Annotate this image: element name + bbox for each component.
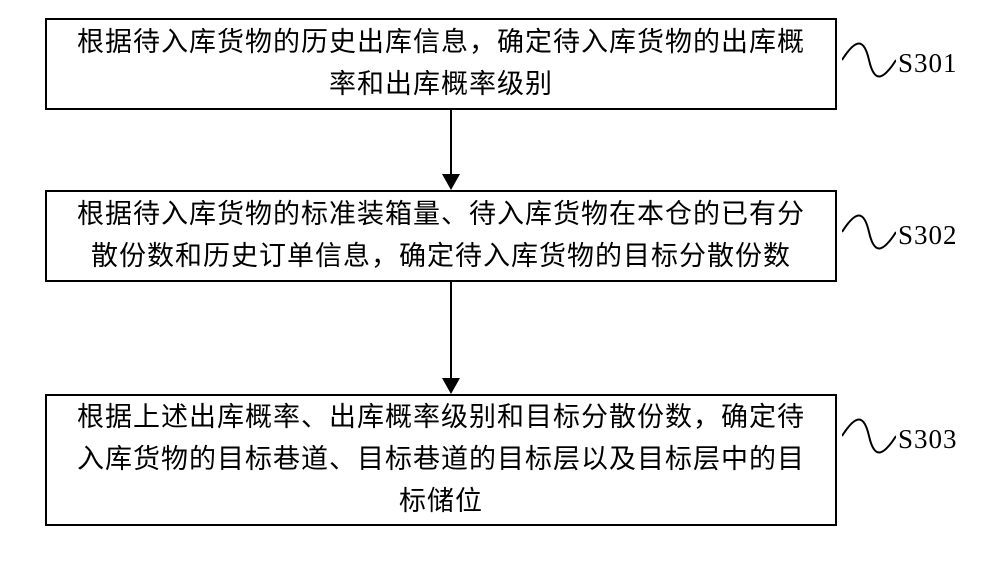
step-label-s301: S301 <box>898 48 958 79</box>
step-text-s301: 根据待入库货物的历史出库信息，确定待入库货物的出库概率和出库概率级别 <box>67 22 815 106</box>
label-connector-s303 <box>842 406 896 466</box>
flowchart-canvas: 根据待入库货物的历史出库信息，确定待入库货物的出库概率和出库概率级别 S301 … <box>0 0 1000 561</box>
step-label-s303: S303 <box>898 424 958 455</box>
arrow-s301-s302 <box>441 110 461 190</box>
arrow-s302-s303 <box>441 282 461 394</box>
step-text-s302: 根据待入库货物的标准装箱量、待入库货物在本仓的已有分散份数和历史订单信息，确定待… <box>67 194 815 278</box>
step-box-s303: 根据上述出库概率、出库概率级别和目标分散份数，确定待入库货物的目标巷道、目标巷道… <box>45 394 837 526</box>
step-box-s301: 根据待入库货物的历史出库信息，确定待入库货物的出库概率和出库概率级别 <box>45 18 837 110</box>
label-connector-s301 <box>842 30 896 90</box>
step-text-s303: 根据上述出库概率、出库概率级别和目标分散份数，确定待入库货物的目标巷道、目标巷道… <box>67 397 815 523</box>
label-connector-s302 <box>842 202 896 262</box>
step-box-s302: 根据待入库货物的标准装箱量、待入库货物在本仓的已有分散份数和历史订单信息，确定待… <box>45 190 837 282</box>
step-label-s302: S302 <box>898 220 958 251</box>
